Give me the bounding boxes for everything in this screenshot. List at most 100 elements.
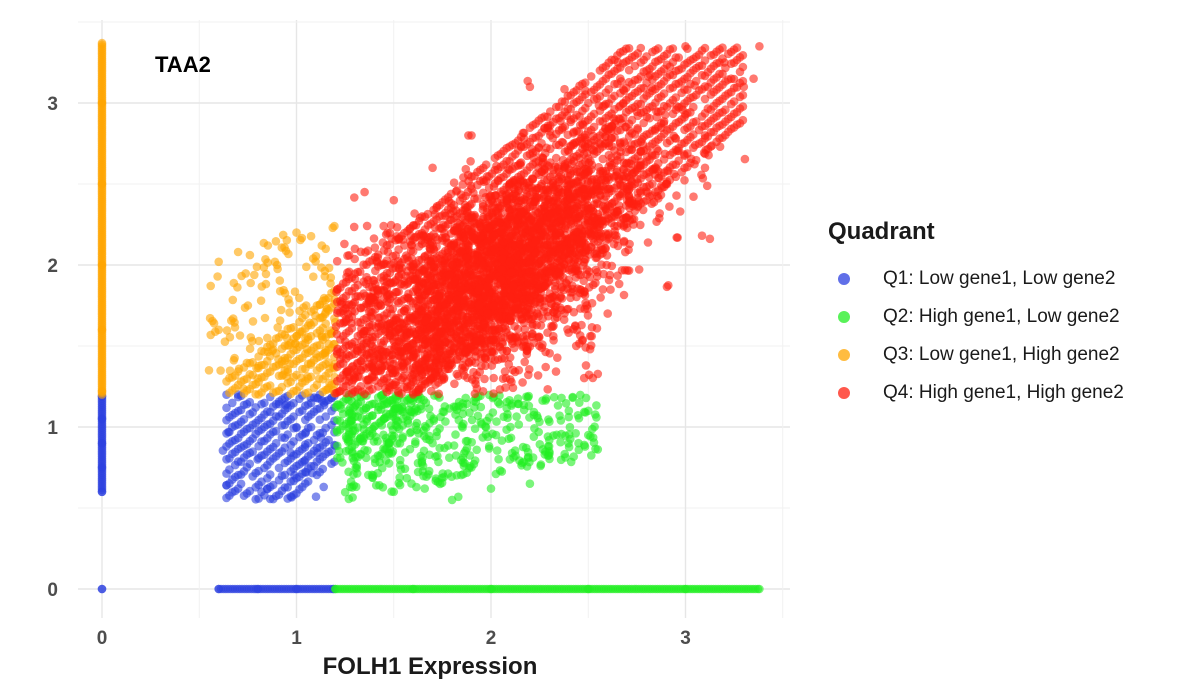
data-point — [665, 202, 674, 211]
data-point — [419, 446, 429, 456]
data-point — [271, 237, 281, 246]
data-point — [263, 241, 273, 250]
data-point — [451, 451, 461, 460]
data-point — [511, 226, 520, 236]
data-point — [259, 263, 269, 272]
data-point — [619, 290, 629, 300]
data-point — [606, 285, 615, 294]
data-point — [598, 154, 608, 164]
data-point — [460, 458, 469, 468]
data-point — [476, 418, 486, 427]
data-point — [411, 404, 421, 413]
data-point — [574, 438, 583, 448]
data-point — [518, 378, 527, 387]
data-point — [234, 364, 244, 374]
data-point — [315, 404, 325, 413]
data-point — [654, 146, 663, 156]
data-point — [319, 293, 329, 303]
data-point — [311, 311, 320, 320]
data-point — [245, 250, 255, 260]
data-point — [318, 464, 328, 474]
data-point — [459, 469, 468, 479]
data-point — [328, 223, 338, 233]
data-point — [565, 422, 575, 432]
data-point — [560, 309, 569, 318]
data-point — [321, 244, 331, 254]
data-point — [97, 487, 107, 497]
data-point — [282, 333, 292, 343]
data-point — [413, 467, 423, 477]
data-point — [324, 435, 333, 445]
data-point — [465, 408, 474, 417]
data-point — [560, 84, 569, 94]
data-point — [447, 495, 457, 505]
data-point — [254, 336, 264, 346]
data-point — [592, 401, 601, 410]
data-point — [612, 235, 621, 244]
data-point — [564, 406, 574, 416]
data-point — [97, 260, 107, 270]
data-point — [350, 193, 359, 202]
data-point — [261, 279, 271, 289]
data-point — [97, 38, 107, 48]
data-point — [261, 269, 271, 279]
data-point — [584, 584, 593, 594]
data-point — [405, 428, 415, 438]
data-point — [290, 339, 300, 349]
data-point — [356, 449, 365, 459]
data-point — [432, 431, 441, 441]
data-point — [225, 366, 235, 376]
data-point — [250, 270, 259, 280]
data-point — [228, 295, 238, 305]
data-point — [675, 207, 685, 216]
data-point — [691, 155, 701, 165]
data-point — [549, 392, 559, 402]
data-point — [324, 368, 333, 378]
data-point — [235, 331, 245, 340]
data-point — [343, 437, 353, 447]
data-point — [613, 241, 623, 251]
data-point — [613, 271, 622, 281]
data-point — [229, 356, 239, 365]
data-point — [458, 409, 468, 419]
data-point — [566, 457, 576, 467]
data-point — [620, 265, 630, 275]
data-point — [476, 349, 485, 358]
data-point — [253, 363, 263, 373]
data-point — [394, 478, 404, 488]
data-point — [705, 234, 715, 244]
data-point — [492, 446, 502, 455]
data-point — [371, 481, 381, 490]
data-point — [484, 444, 494, 453]
series-4 — [331, 42, 764, 399]
data-point — [410, 209, 419, 218]
data-point — [439, 472, 449, 482]
data-point — [387, 396, 396, 406]
data-point — [265, 470, 275, 479]
data-point — [263, 333, 272, 343]
data-point — [237, 271, 246, 281]
data-point — [571, 429, 580, 438]
data-point — [543, 328, 552, 338]
data-point — [614, 279, 624, 289]
data-point — [233, 247, 243, 257]
data-point — [359, 425, 369, 434]
data-point — [426, 411, 435, 421]
data-point — [702, 181, 712, 191]
data-point — [467, 415, 477, 425]
data-point — [568, 393, 577, 403]
data-point — [306, 422, 316, 432]
data-point — [335, 447, 344, 456]
data-point — [738, 102, 748, 111]
data-point — [592, 199, 602, 208]
data-point — [439, 374, 449, 384]
data-point — [243, 301, 253, 310]
data-point — [245, 344, 255, 354]
data-point — [97, 98, 107, 108]
data-point — [564, 412, 573, 422]
data-point — [292, 228, 301, 237]
data-point — [386, 421, 396, 430]
data-point — [216, 366, 225, 375]
data-point — [466, 157, 475, 166]
series-1 — [97, 390, 340, 594]
